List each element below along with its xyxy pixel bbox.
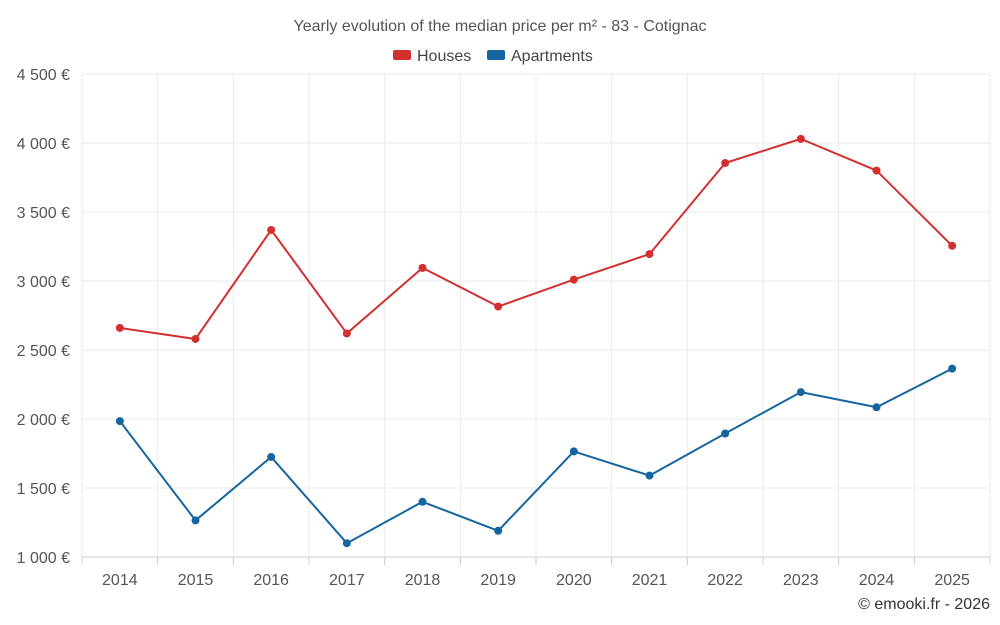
chart-title: Yearly evolution of the median price per… [294,18,707,35]
data-point-apartments[interactable] [872,403,881,412]
data-point-apartments[interactable] [796,388,805,397]
data-point-apartments[interactable] [721,429,730,438]
data-point-apartments[interactable] [267,452,276,461]
data-point-apartments[interactable] [948,364,957,373]
series-line-houses [119,137,953,340]
data-point-apartments[interactable] [115,417,124,426]
data-point-houses[interactable] [342,329,351,338]
x-tick-label: 2020 [556,572,592,589]
data-point-houses[interactable] [872,166,881,175]
data-point-apartments[interactable] [342,539,351,548]
x-tick-label: 2019 [480,572,516,589]
x-tick-label: 2017 [329,572,365,589]
data-point-houses[interactable] [645,250,654,259]
y-tick-label: 3 000 € [17,274,70,291]
x-tick-label: 2018 [405,572,441,589]
data-point-houses[interactable] [948,241,957,250]
y-tick-label: 4 500 € [17,67,70,84]
y-axis-labels: 1 000 € 1 500 € 2 000 € 2 500 € 3 000 € 3 500… [17,67,70,567]
series-line-apartments [119,367,953,545]
data-point-apartments[interactable] [418,497,427,506]
data-point-apartments[interactable] [494,526,503,535]
x-tick-label: 2016 [253,572,289,589]
data-point-houses[interactable] [796,134,805,143]
y-tick-label: 2 500 € [17,343,70,360]
data-point-houses[interactable] [267,225,276,234]
x-axis-labels: 2014 2015 2016 2017 2018 2019 2020 2021 2022 2023… [102,572,970,589]
legend-label-apartments[interactable]: Apartments [511,48,593,65]
y-tick-label: 3 500 € [17,205,70,222]
series-points [115,134,957,548]
x-tick-label: 2022 [707,572,743,589]
data-point-houses[interactable] [418,263,427,272]
grid [81,73,991,565]
series-lines [119,137,953,545]
data-point-houses[interactable] [115,323,124,332]
x-tick-label: 2014 [102,572,138,589]
legend-label-houses[interactable]: Houses [417,48,471,65]
legend-swatch-apartments [487,50,505,60]
data-point-apartments[interactable] [645,471,654,480]
y-tick-label: 1 500 € [17,481,70,498]
x-tick-label: 2024 [859,572,895,589]
legend: Houses Apartments [393,48,593,65]
data-point-houses[interactable] [721,159,730,168]
x-tick-label: 2025 [934,572,970,589]
data-point-houses[interactable] [569,275,578,284]
y-tick-label: 2 000 € [17,412,70,429]
data-point-houses[interactable] [191,334,200,343]
x-tick-label: 2023 [783,572,819,589]
x-tick-label: 2021 [632,572,668,589]
legend-swatch-houses [393,50,411,60]
data-point-apartments[interactable] [569,447,578,456]
data-point-apartments[interactable] [191,516,200,525]
x-tick-label: 2015 [178,572,214,589]
data-point-houses[interactable] [494,302,503,311]
credit-text: © emooki.fr - 2026 [858,596,990,613]
y-tick-label: 1 000 € [17,550,70,567]
y-tick-label: 4 000 € [17,136,70,153]
